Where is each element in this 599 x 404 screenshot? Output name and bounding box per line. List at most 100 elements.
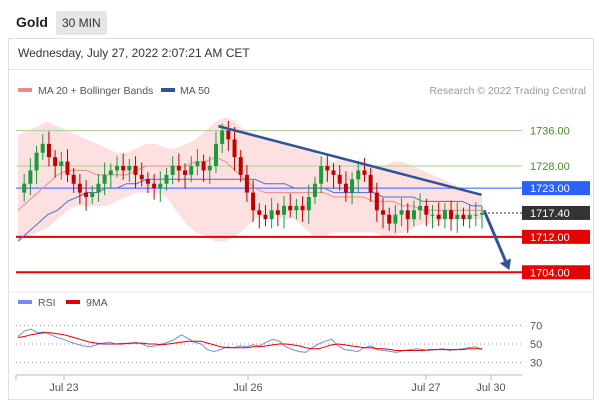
candle-body-23 [158,183,163,189]
candle-body-65 [418,205,423,211]
candle-body-20 [139,174,144,180]
level-label-4: 1704.00 [530,267,570,279]
candle-body-70 [449,210,454,220]
ma50-legend-swatch [161,88,175,92]
candle-body-66 [424,205,429,215]
header: Gold 30 MIN [0,0,599,36]
level-label-3: 1712.00 [530,232,570,244]
x-tick-label-2: Jul 27 [411,382,440,394]
trendline [218,124,482,196]
datetime-label: Wednesday, July 27, 2022 2:07:21 AM CET [18,46,250,60]
rsi-layer: 70 50 30 [16,320,542,370]
candle-body-43 [282,205,287,215]
candle-body-48 [312,183,317,197]
rsi-line [17,328,483,353]
candle-body-1 [22,183,27,193]
candle-body-47 [306,197,311,211]
candle-body-57 [368,174,373,193]
candle-body-32 [213,143,218,166]
candle-body-24 [164,174,169,184]
candle-body-18 [127,166,132,171]
candle-body-10 [77,183,82,193]
candle-body-45 [294,205,299,211]
forecast-arrow-shaft [482,209,507,262]
timeframe-badge[interactable]: 30 MIN [56,11,107,35]
level-box-4 [522,265,590,280]
ma20-legend-swatch [18,88,32,92]
candle-body-17 [121,166,126,171]
ma50-legend-label: MA 50 [180,85,210,97]
candle-body-56 [362,170,367,175]
x-tick-label-0: Jul 23 [49,382,78,394]
price-layer: 1736.00 1728.00 1723.00 1712.00 1704.00 1717.… [9,117,593,293]
candle-body-61 [393,214,398,224]
candle-body-69 [442,210,447,220]
candle-body-71 [455,214,460,220]
ma20-line [17,156,482,211]
ma50-line [17,178,482,242]
candle-body-15 [108,170,113,175]
candle-body-52 [337,174,342,184]
rsi-ma-line [17,332,482,351]
rsi-tick-2: 30 [530,358,542,370]
candle-body-5 [46,143,51,158]
candle-body-63 [405,210,410,220]
candle-body-12 [90,192,95,197]
candle-body-36 [238,157,243,175]
candle-body-21 [145,179,150,184]
candle-body-7 [59,161,64,166]
candle-body-50 [325,166,330,171]
candle-body-59 [381,210,386,215]
candle-body-42 [275,210,280,215]
candle-body-6 [53,157,58,166]
current-price-box [522,205,590,220]
candle-body-67 [430,214,435,216]
candle-body-37 [244,174,249,193]
level-label-2: 1723.00 [530,183,570,195]
x-tick-label-1: Jul 26 [233,382,262,394]
candle-body-41 [269,210,274,220]
candle-body-72 [461,214,466,220]
candle-body-3 [34,152,39,171]
rsi-tick-0: 70 [530,320,542,332]
candle-body-25 [170,166,175,175]
current-price-label: 1717.40 [530,208,570,220]
rsi-ma-legend-label: 9MA [86,297,108,309]
candle-body-28 [189,166,194,175]
level-box-3 [522,229,590,244]
level-box-2 [522,181,590,196]
candle-body-22 [152,183,157,189]
candle-body-68 [436,214,441,220]
rsi-legend-label: RSI [38,297,56,309]
rsi-tick-1: 50 [530,339,542,351]
candle-body-54 [350,179,355,193]
candle-body-2 [28,170,33,184]
candle-body-34 [226,130,231,140]
rsi-legend-swatch [18,300,32,304]
candle-body-4 [40,143,45,153]
chart-panel [8,38,594,400]
candle-body-16 [114,166,119,171]
candle-body-51 [331,170,336,175]
forecast-arrow-head [499,258,511,271]
candle-body-29 [195,161,200,166]
candle-body-14 [102,174,107,184]
candle-body-39 [257,210,262,215]
candle-body-73 [467,214,472,220]
x-axis: Jul 23 Jul 26 Jul 27 Jul 30 [15,374,522,394]
candle-body-49 [319,166,324,184]
candle-body-19 [133,166,138,175]
level-label-0: 1736.00 [530,126,570,138]
candle-body-9 [71,174,76,184]
candle-body-46 [300,205,305,211]
candle-body-30 [201,161,206,171]
candle-body-26 [176,166,181,171]
separator [9,69,593,70]
candle-body-40 [263,214,268,220]
candle-body-55 [356,170,361,180]
rsi-ma-legend-swatch [66,300,80,304]
candle-body-8 [65,161,70,175]
credit-label: Research © 2022 Trading Central [429,85,586,97]
candle-body-27 [183,170,188,175]
